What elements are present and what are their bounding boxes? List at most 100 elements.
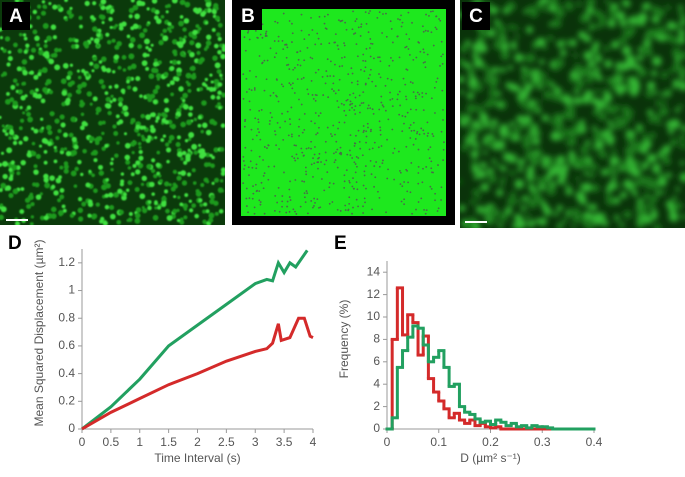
particle — [642, 133, 650, 141]
particle — [514, 125, 522, 133]
particle — [349, 104, 351, 106]
particle — [420, 127, 423, 130]
particle — [678, 81, 685, 91]
particle — [128, 53, 135, 60]
particle — [293, 157, 296, 160]
particle — [150, 43, 154, 47]
particle — [276, 121, 279, 124]
particle — [605, 193, 612, 200]
particle — [287, 134, 290, 137]
particle — [34, 182, 40, 188]
y-tick-label: 0.6 — [58, 338, 75, 352]
particle — [12, 100, 18, 107]
particle — [101, 120, 106, 125]
particle — [205, 129, 212, 136]
particle — [319, 206, 322, 209]
particle — [39, 144, 43, 148]
particle — [137, 44, 143, 49]
particle — [568, 114, 574, 119]
particle — [378, 196, 381, 199]
particle — [166, 83, 171, 87]
particle — [550, 131, 561, 141]
particle — [336, 166, 339, 169]
particle — [71, 149, 78, 156]
particle — [179, 0, 186, 6]
particle — [355, 43, 358, 46]
particle — [50, 213, 57, 220]
particle — [56, 4, 62, 10]
particle — [52, 4, 58, 10]
particle — [405, 33, 408, 36]
particle — [514, 222, 519, 227]
particle — [339, 146, 342, 149]
particle — [246, 31, 249, 34]
particle — [219, 43, 223, 48]
particle — [593, 9, 602, 18]
particle — [337, 48, 340, 51]
particle — [354, 20, 357, 23]
particle — [498, 223, 504, 228]
particle — [542, 6, 548, 12]
particle — [588, 171, 596, 179]
particle — [61, 204, 66, 209]
particle — [543, 207, 552, 216]
particle — [248, 197, 251, 200]
particle — [369, 38, 372, 40]
particle — [59, 165, 64, 170]
particle — [662, 100, 667, 106]
particle — [417, 172, 420, 174]
particle — [258, 199, 261, 202]
particle — [48, 58, 55, 65]
particle — [53, 159, 58, 164]
particle — [197, 124, 202, 128]
particle — [306, 47, 309, 49]
particle — [191, 203, 197, 208]
particle — [199, 153, 205, 159]
particle — [400, 25, 403, 28]
particle — [311, 94, 314, 96]
particle — [310, 200, 313, 202]
particle — [384, 109, 387, 112]
particle — [9, 129, 14, 133]
particle — [36, 15, 41, 20]
particle — [326, 171, 329, 174]
particle — [105, 178, 110, 182]
particle — [16, 66, 22, 72]
particle — [18, 140, 23, 145]
particle — [192, 181, 197, 185]
particle — [483, 101, 492, 109]
particle — [507, 130, 516, 138]
particle — [476, 195, 481, 200]
particle — [471, 165, 480, 174]
particle — [367, 31, 370, 34]
particle — [243, 164, 246, 167]
particle — [603, 93, 613, 103]
particle — [127, 166, 132, 170]
particle — [260, 109, 263, 111]
particle — [70, 13, 74, 18]
particle — [412, 121, 415, 124]
particle — [211, 181, 215, 185]
particle — [351, 157, 354, 159]
particle — [52, 35, 57, 40]
particle — [314, 146, 316, 148]
particle — [582, 182, 592, 193]
particle — [142, 28, 148, 33]
particle — [340, 153, 342, 156]
particle — [564, 92, 570, 97]
particle — [120, 179, 125, 184]
particle — [493, 44, 499, 49]
particle — [36, 93, 43, 99]
particle — [220, 123, 225, 128]
particle — [150, 93, 156, 99]
particle — [101, 56, 107, 62]
particle — [180, 170, 187, 177]
particle — [583, 34, 592, 43]
y-tick-label: 0.8 — [58, 310, 75, 324]
particle — [91, 213, 98, 220]
particle — [421, 181, 424, 184]
particle — [205, 40, 212, 46]
particle — [408, 38, 411, 40]
particle — [12, 134, 16, 138]
